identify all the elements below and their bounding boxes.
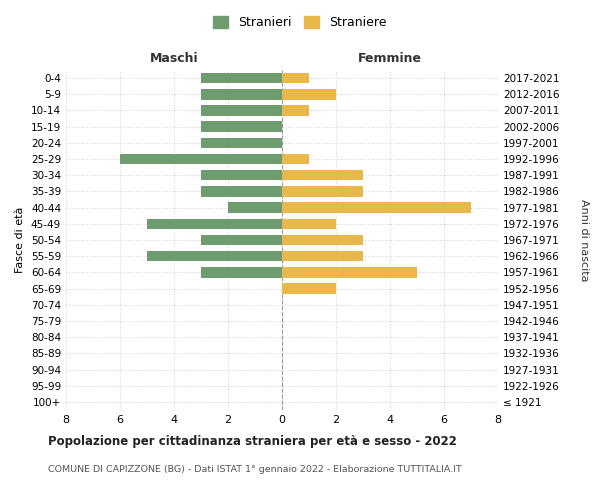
Bar	[147, 218, 282, 229]
Bar	[282, 170, 363, 180]
Bar	[201, 234, 282, 246]
Bar	[282, 105, 309, 116]
Text: Femmine: Femmine	[358, 52, 422, 65]
Bar	[282, 89, 336, 100]
Text: COMUNE DI CAPIZZONE (BG) - Dati ISTAT 1° gennaio 2022 - Elaborazione TUTTITALIA.: COMUNE DI CAPIZZONE (BG) - Dati ISTAT 1°…	[48, 465, 462, 474]
Bar	[282, 202, 471, 213]
Bar	[228, 202, 282, 213]
Bar	[201, 73, 282, 84]
Bar	[282, 284, 336, 294]
Text: Maschi: Maschi	[149, 52, 199, 65]
Bar	[120, 154, 282, 164]
Bar	[201, 186, 282, 196]
Bar	[282, 234, 363, 246]
Text: Popolazione per cittadinanza straniera per età e sesso - 2022: Popolazione per cittadinanza straniera p…	[48, 435, 457, 448]
Bar	[282, 154, 309, 164]
Bar	[147, 251, 282, 262]
Legend: Stranieri, Straniere: Stranieri, Straniere	[208, 11, 392, 34]
Bar	[201, 267, 282, 278]
Bar	[201, 170, 282, 180]
Bar	[282, 186, 363, 196]
Bar	[201, 122, 282, 132]
Bar	[201, 105, 282, 116]
Bar	[201, 89, 282, 100]
Bar	[282, 73, 309, 84]
Bar	[201, 138, 282, 148]
Y-axis label: Anni di nascita: Anni di nascita	[579, 198, 589, 281]
Y-axis label: Fasce di età: Fasce di età	[16, 207, 25, 273]
Bar	[282, 218, 336, 229]
Bar	[282, 251, 363, 262]
Bar	[282, 267, 417, 278]
